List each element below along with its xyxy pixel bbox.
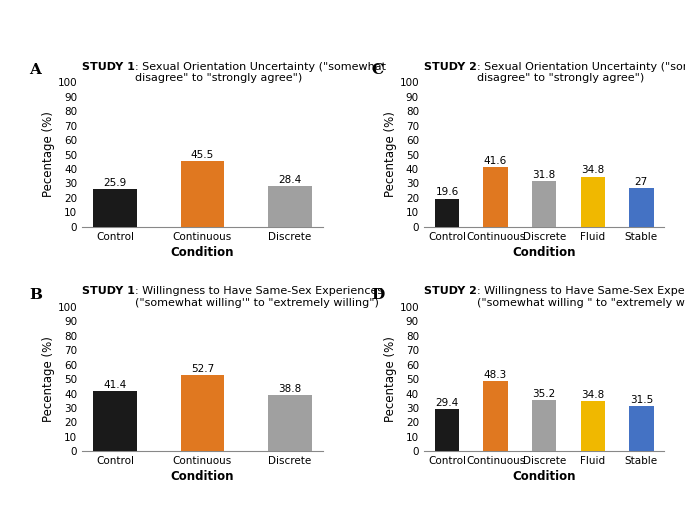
Text: : Willingness to Have Same-Sex Experiences
("somewhat willing'" to "extremely wi: : Willingness to Have Same-Sex Experienc… [135, 286, 383, 308]
Text: STUDY 2: STUDY 2 [424, 286, 477, 297]
Text: A: A [29, 63, 41, 77]
Bar [581, 176, 605, 227]
Text: 41.6: 41.6 [484, 155, 507, 166]
Bar [181, 161, 225, 227]
Bar [181, 375, 225, 451]
X-axis label: Condition: Condition [171, 470, 234, 483]
Text: STUDY 1: STUDY 1 [82, 62, 135, 72]
Bar [93, 391, 137, 451]
Text: 29.4: 29.4 [435, 398, 458, 408]
Text: : Sexual Orientation Uncertainty ("somewhat
disagree" to "strongly agree"): : Sexual Orientation Uncertainty ("somew… [135, 62, 386, 84]
Bar [484, 382, 508, 451]
Text: 28.4: 28.4 [278, 174, 301, 185]
Bar [435, 199, 459, 227]
Bar [630, 406, 653, 451]
Text: B: B [29, 288, 42, 302]
X-axis label: Condition: Condition [512, 470, 576, 483]
Text: 35.2: 35.2 [532, 389, 556, 399]
Bar [532, 181, 556, 227]
Text: STUDY 1: STUDY 1 [82, 286, 135, 297]
Bar [93, 189, 137, 227]
Text: 45.5: 45.5 [191, 150, 214, 160]
Text: : Sexual Orientation Uncertainty ("somewhat
disagree" to "strongly agree"): : Sexual Orientation Uncertainty ("somew… [477, 62, 685, 84]
Text: 52.7: 52.7 [191, 364, 214, 374]
Text: STUDY 2: STUDY 2 [424, 62, 477, 72]
Text: 41.4: 41.4 [103, 380, 127, 390]
Text: : Willingness to Have Same-Sex Experiences
("somewhat willing " to "extremely wi: : Willingness to Have Same-Sex Experienc… [477, 286, 685, 308]
Bar [268, 395, 312, 451]
Text: 34.8: 34.8 [581, 390, 604, 400]
Text: 48.3: 48.3 [484, 370, 507, 380]
Y-axis label: Pecentage (%): Pecentage (%) [42, 111, 55, 198]
Text: 27: 27 [635, 176, 648, 187]
Text: 34.8: 34.8 [581, 165, 604, 175]
Text: 19.6: 19.6 [435, 187, 458, 198]
Bar [630, 188, 653, 227]
Bar [581, 401, 605, 451]
Bar [484, 167, 508, 227]
Y-axis label: Pecentage (%): Pecentage (%) [384, 336, 397, 422]
Text: D: D [371, 288, 384, 302]
Bar [532, 401, 556, 451]
Y-axis label: Pecentage (%): Pecentage (%) [42, 336, 55, 422]
Bar [435, 409, 459, 451]
Bar [268, 186, 312, 227]
Text: 31.5: 31.5 [630, 394, 653, 405]
X-axis label: Condition: Condition [171, 246, 234, 259]
X-axis label: Condition: Condition [512, 246, 576, 259]
Text: 38.8: 38.8 [278, 384, 301, 394]
Text: 25.9: 25.9 [103, 178, 127, 188]
Text: 31.8: 31.8 [532, 170, 556, 180]
Y-axis label: Pecentage (%): Pecentage (%) [384, 111, 397, 198]
Text: C: C [371, 63, 383, 77]
